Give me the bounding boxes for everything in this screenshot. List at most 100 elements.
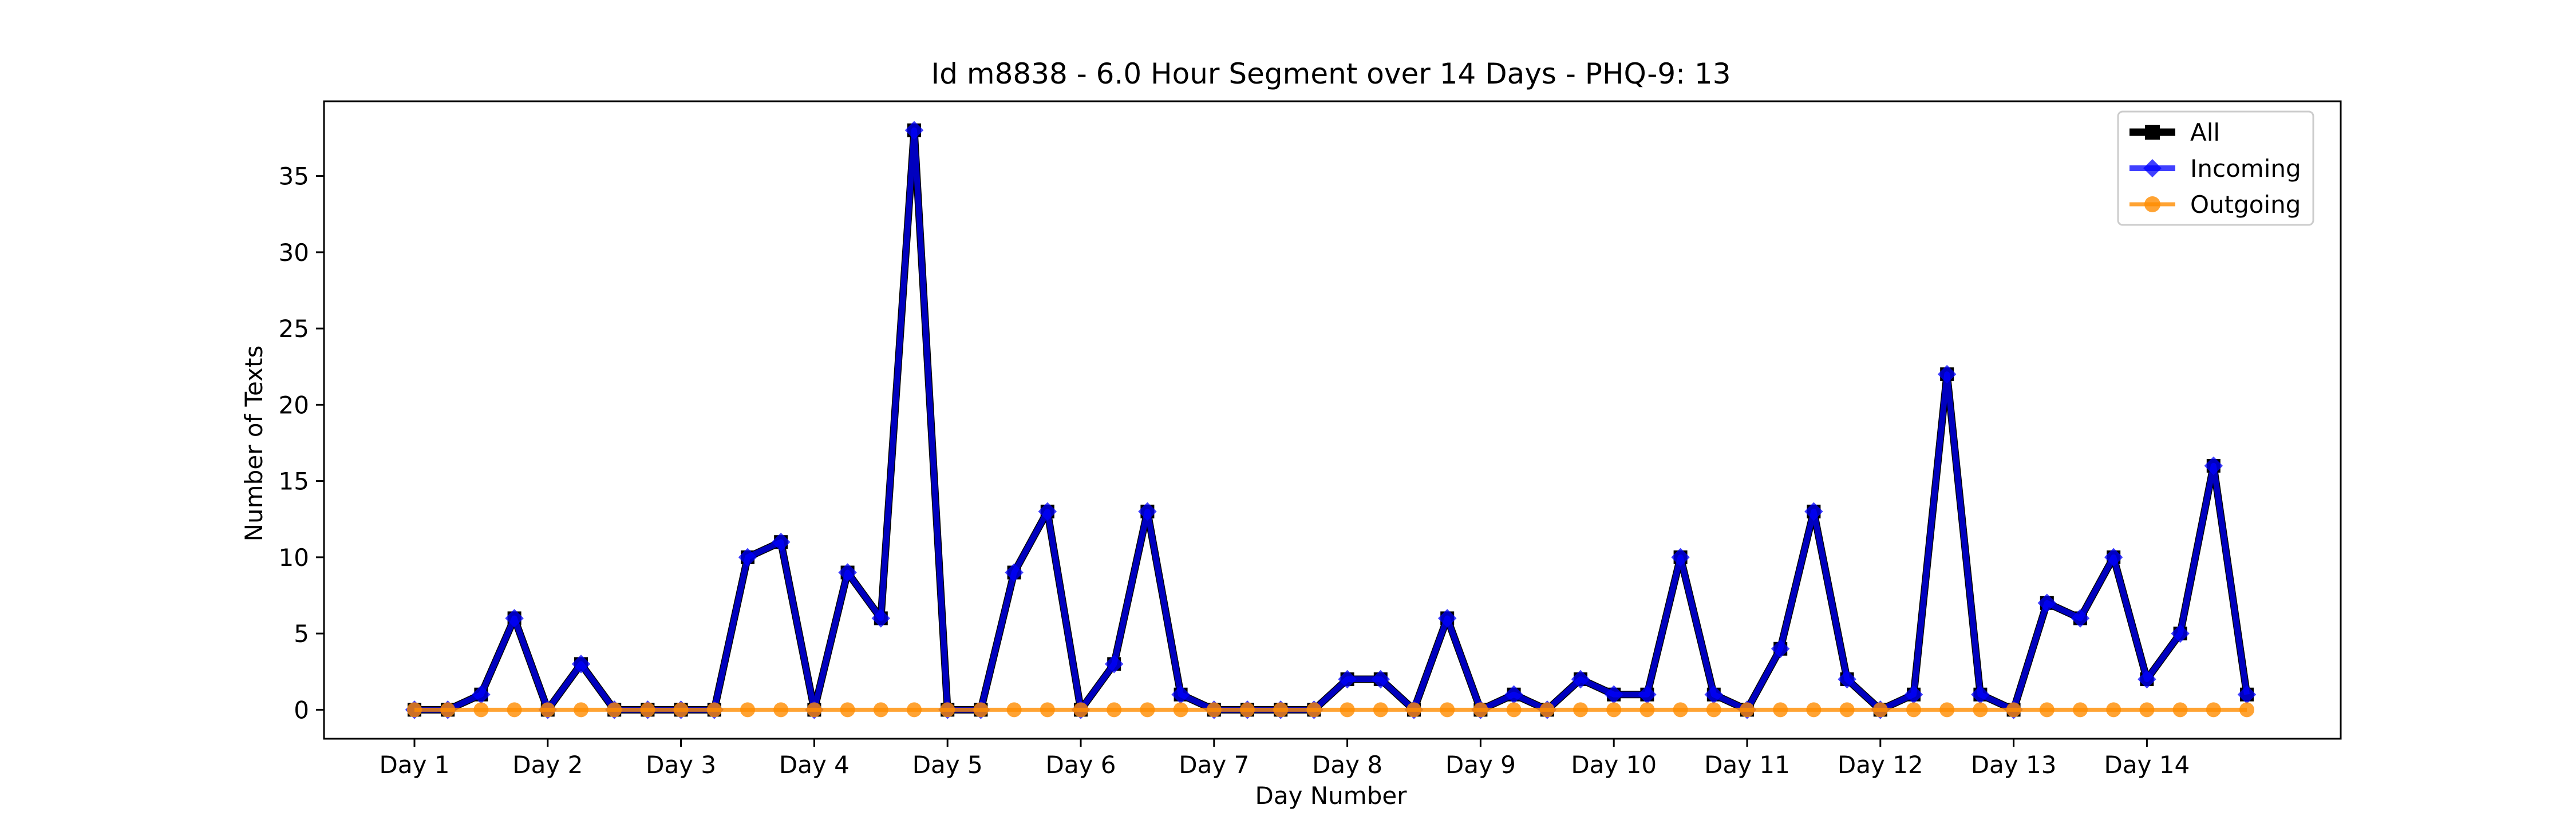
data-point-incoming xyxy=(2237,685,2257,704)
data-point-incoming xyxy=(1138,502,1157,521)
x-tick-label: Day 3 xyxy=(646,751,716,779)
data-point-incoming xyxy=(505,609,524,628)
data-point-outgoing xyxy=(2073,702,2088,718)
x-tick-label: Day 2 xyxy=(512,751,583,779)
data-point-incoming xyxy=(1005,563,1024,582)
data-point-outgoing xyxy=(1806,702,1822,718)
data-point-outgoing xyxy=(740,702,755,718)
data-point-outgoing xyxy=(1906,702,1921,718)
data-point-incoming xyxy=(1971,685,1990,704)
x-tick-label: Day 1 xyxy=(379,751,449,779)
data-point-outgoing xyxy=(773,702,789,718)
data-point-outgoing xyxy=(1206,702,1222,718)
data-point-outgoing xyxy=(1773,702,1788,718)
data-point-incoming xyxy=(1704,685,1724,704)
data-point-incoming xyxy=(1338,670,1357,689)
data-point-incoming xyxy=(1571,670,1590,689)
data-point-incoming xyxy=(571,655,591,674)
x-tick-label: Day 13 xyxy=(1971,751,2057,779)
data-point-incoming xyxy=(2138,670,2156,689)
x-tick-label: Day 7 xyxy=(1179,751,1249,779)
data-point-incoming xyxy=(1171,685,1190,704)
data-point-outgoing xyxy=(440,702,456,718)
x-tick-label: Day 6 xyxy=(1045,751,1116,779)
data-point-outgoing xyxy=(2139,702,2155,718)
data-point-incoming xyxy=(2071,609,2090,628)
data-point-incoming xyxy=(2104,548,2123,567)
data-point-incoming xyxy=(1638,685,1657,704)
legend-marker xyxy=(2143,159,2162,177)
data-point-incoming xyxy=(1937,365,1957,384)
data-point-incoming xyxy=(472,685,491,704)
data-point-outgoing xyxy=(2206,702,2221,718)
data-point-incoming xyxy=(2037,593,2057,613)
y-tick-label: 25 xyxy=(279,315,309,343)
data-point-outgoing xyxy=(973,702,989,718)
x-tick-label: Day 8 xyxy=(1312,751,1382,779)
legend-label: Incoming xyxy=(2190,154,2301,183)
data-point-outgoing xyxy=(1273,702,1289,718)
data-point-incoming xyxy=(1771,639,1790,659)
legend-label: Outgoing xyxy=(2190,191,2301,219)
data-point-outgoing xyxy=(1606,702,1622,718)
data-point-outgoing xyxy=(473,702,489,718)
data-point-outgoing xyxy=(1406,702,1421,718)
data-point-incoming xyxy=(1804,502,1823,521)
data-point-outgoing xyxy=(1107,702,1122,718)
x-tick-label: Day 5 xyxy=(912,751,983,779)
y-tick-label: 0 xyxy=(294,696,309,724)
data-point-incoming xyxy=(771,532,791,552)
data-point-incoming xyxy=(1437,609,1457,628)
x-tick-label: Day 12 xyxy=(1838,751,1923,779)
data-point-outgoing xyxy=(1939,702,1955,718)
series-line-incoming xyxy=(414,127,2250,713)
data-point-incoming xyxy=(738,548,757,567)
data-point-outgoing xyxy=(1706,702,1721,718)
data-point-outgoing xyxy=(1306,702,1322,718)
data-point-outgoing xyxy=(1173,702,1188,718)
data-point-outgoing xyxy=(574,702,588,718)
data-point-outgoing xyxy=(507,702,522,718)
legend-marker xyxy=(2144,196,2160,212)
data-point-incoming xyxy=(1671,548,1690,567)
data-point-incoming xyxy=(2171,624,2190,643)
legend: All Incoming Outgoing xyxy=(2117,110,2314,226)
data-point-outgoing xyxy=(1440,702,1455,718)
data-point-outgoing xyxy=(640,702,655,718)
y-tick-label: 30 xyxy=(279,239,309,267)
data-point-outgoing xyxy=(840,702,855,718)
y-axis-label: Number of Texts xyxy=(240,346,268,542)
data-point-outgoing xyxy=(2039,702,2055,718)
data-point-outgoing xyxy=(907,702,922,718)
plot-frame xyxy=(323,100,2342,740)
data-point-outgoing xyxy=(1740,702,1755,718)
data-point-outgoing xyxy=(673,702,689,718)
data-point-outgoing xyxy=(1673,702,1688,718)
data-point-incoming xyxy=(1371,670,1390,689)
data-point-outgoing xyxy=(1240,702,1255,718)
data-point-outgoing xyxy=(1872,702,1888,718)
y-tick-label: 15 xyxy=(279,468,309,496)
x-tick-label: Day 4 xyxy=(779,751,850,779)
data-point-outgoing xyxy=(1006,702,1022,718)
data-point-incoming xyxy=(838,563,857,582)
legend-label: All xyxy=(2190,118,2220,146)
data-point-outgoing xyxy=(1573,702,1588,718)
data-point-incoming xyxy=(2204,456,2223,476)
x-tick-label: Day 10 xyxy=(1571,751,1657,779)
x-tick-label: Day 14 xyxy=(2104,751,2190,779)
data-point-outgoing xyxy=(1539,702,1555,718)
data-point-outgoing xyxy=(540,702,555,718)
data-point-incoming xyxy=(1604,685,1623,704)
legend-marker xyxy=(2145,125,2160,140)
data-point-incoming xyxy=(871,609,891,628)
x-tick-label: Day 11 xyxy=(1704,751,1790,779)
x-tick-label: Day 9 xyxy=(1445,751,1516,779)
y-tick-label: 5 xyxy=(294,620,309,648)
data-point-incoming xyxy=(1504,685,1523,704)
data-point-outgoing xyxy=(1839,702,1855,718)
data-point-outgoing xyxy=(706,702,722,718)
y-tick-label: 35 xyxy=(279,163,309,191)
data-point-outgoing xyxy=(1506,702,1522,718)
